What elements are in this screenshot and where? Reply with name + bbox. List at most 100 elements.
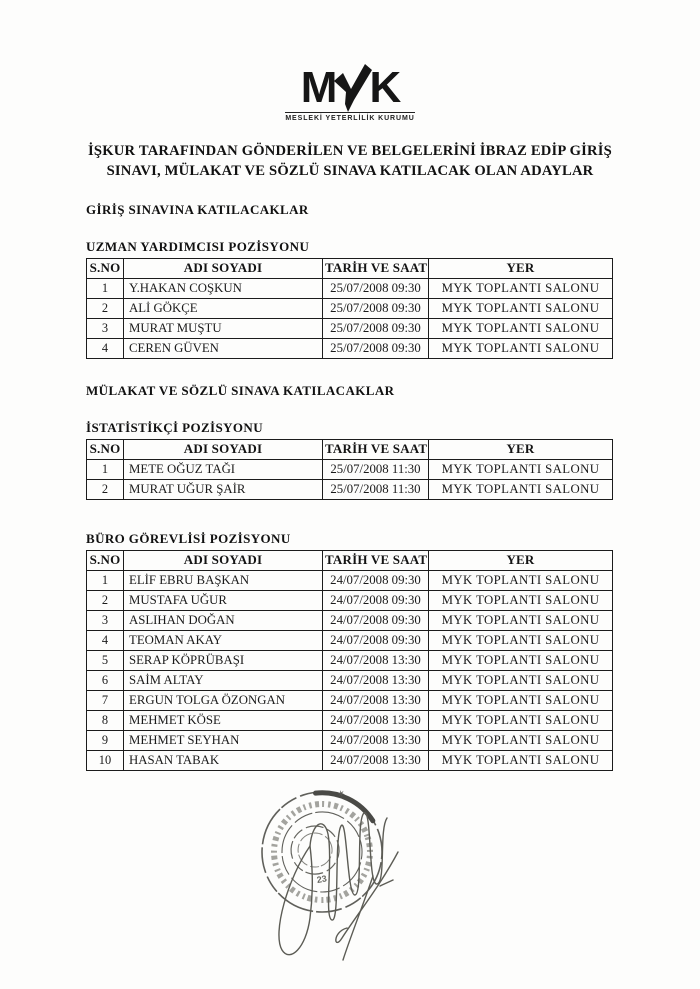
table-cell: 2: [86, 298, 124, 319]
table-cell: 24/07/2008 13:30: [322, 710, 429, 731]
logo-letter-m: M: [300, 62, 338, 112]
checkmark-icon: [334, 64, 373, 112]
table-cell: MYK TOPLANTI SALONU: [428, 730, 613, 751]
table-caption: İSTATİSTİKÇİ POZİSYONU: [86, 420, 264, 435]
table-cell: 24/07/2008 09:30: [322, 610, 429, 631]
table-cell: Y.HAKAN COŞKUN: [123, 278, 323, 299]
table-cell: MYK TOPLANTI SALONU: [428, 298, 613, 319]
candidate-section: GİRİŞ SINAVINA KATILACAKLAR UZMAN YARDIMC…: [86, 202, 613, 359]
table-row: 6 SAİM ALTAY 24/07/2008 13:30 MYK TOPLANTI …: [86, 670, 613, 691]
table-row: 9 MEHMET SEYHAN 24/07/2008 13:30 MYK TOPLAN…: [86, 730, 613, 751]
table-cell: ERGUN TOLGA ÖZONGAN: [123, 690, 323, 711]
position-table-block: UZMAN YARDIMCISI POZİSYONU S.NO ADI SOYADI…: [86, 239, 613, 359]
table-caption: BÜRO GÖREVLİSİ POZİSYONU: [86, 531, 291, 546]
column-header: YER: [428, 550, 613, 571]
sections-container: GİRİŞ SINAVINA KATILACAKLAR UZMAN YARDIMC…: [86, 196, 613, 771]
table-cell: MYK TOPLANTI SALONU: [428, 318, 613, 339]
table-header: S.NO ADI SOYADI TARİH VE SAAT YER: [86, 550, 613, 571]
table-cell: MYK TOPLANTI SALONU: [428, 670, 613, 691]
position-table-block: İSTATİSTİKÇİ POZİSYONU S.NO ADI SOYADI TARİ…: [86, 420, 613, 500]
document-title: İŞKUR TARAFINDAN GÖNDERİLEN VE BELGELERİ…: [40, 141, 660, 181]
table-header-row: S.NO ADI SOYADI TARİH VE SAAT YER: [86, 439, 613, 460]
table-cell: METE OĞUZ TAĞI: [123, 459, 323, 480]
table-cell: MYK TOPLANTI SALONU: [428, 570, 613, 591]
column-header: S.NO: [86, 439, 124, 460]
table-header-row: S.NO ADI SOYADI TARİH VE SAAT YER: [86, 258, 613, 279]
table-cell: 25/07/2008 09:30: [322, 338, 429, 359]
position-table-block: BÜRO GÖREVLİSİ POZİSYONU S.NO ADI SOYADI TA…: [86, 531, 613, 771]
table-row: 4 CEREN GÜVEN 25/07/2008 09:30 MYK TOPLANTI…: [86, 338, 613, 359]
candidates-table: S.NO ADI SOYADI TARİH VE SAAT YER 1 Y.HAKAN C…: [86, 258, 613, 359]
table-caption: UZMAN YARDIMCISI POZİSYONU: [86, 239, 310, 254]
table-cell: MYK TOPLANTI SALONU: [428, 278, 613, 299]
table-row: 3 ASLIHAN DOĞAN 24/07/2008 09:30 MYK TOPLAN…: [86, 610, 613, 631]
table-header: S.NO ADI SOYADI TARİH VE SAAT YER: [86, 439, 613, 460]
candidate-section: MÜLAKAT VE SÖZLÜ SINAVA KATILACAKLAR İSTA…: [86, 383, 613, 771]
table-row: 2 MURAT UĞUR ŞAİR 25/07/2008 11:30 MYK TOPL…: [86, 479, 613, 500]
table-cell: 4: [86, 338, 124, 359]
table-cell: 24/07/2008 13:30: [322, 670, 429, 691]
table-cell: 1: [86, 459, 124, 480]
table-cell: MYK TOPLANTI SALONU: [428, 590, 613, 611]
table-cell: MURAT UĞUR ŞAİR: [123, 479, 323, 500]
logo-caption: MESLEKİ YETERLİLİK KURUMU: [285, 111, 415, 122]
document-title-line1: İŞKUR TARAFINDAN GÖNDERİLEN VE BELGELERİ…: [88, 143, 612, 159]
column-header: YER: [428, 439, 613, 460]
table-row: 2 ALİ GÖKÇE 25/07/2008 09:30 MYK TOPLANTI S…: [86, 298, 613, 319]
candidates-table: S.NO ADI SOYADI TARİH VE SAAT YER 1 ELİF EBRU…: [86, 550, 613, 771]
table-cell: 2: [86, 590, 124, 611]
table-body: 1 METE OĞUZ TAĞI 25/07/2008 11:30 MYK TOPLA…: [86, 459, 613, 500]
table-cell: 10: [86, 750, 124, 771]
myk-logo-letters: M K: [300, 62, 401, 112]
column-header: TARİH VE SAAT: [322, 258, 429, 279]
table-body: 1 ELİF EBRU BAŞKAN 24/07/2008 09:30 MYK TOP…: [86, 570, 613, 771]
table-cell: 2: [86, 479, 124, 500]
table-cell: 25/07/2008 09:30: [322, 318, 429, 339]
table-row: 3 MURAT MUŞTU 25/07/2008 09:30 MYK TOPLANTI…: [86, 318, 613, 339]
table-cell: SERAP KÖPRÜBAŞI: [123, 650, 323, 671]
table-cell: 1: [86, 278, 124, 299]
table-cell: SAİM ALTAY: [123, 670, 323, 691]
table-cell: 24/07/2008 13:30: [322, 750, 429, 771]
round-stamp-icon: ✶ 23: [261, 788, 383, 913]
section-heading: MÜLAKAT VE SÖZLÜ SINAVA KATILACAKLAR: [86, 383, 395, 398]
table-cell: MUSTAFA UĞUR: [123, 590, 323, 611]
table-header: S.NO ADI SOYADI TARİH VE SAAT YER: [86, 258, 613, 279]
table-cell: MYK TOPLANTI SALONU: [428, 750, 613, 771]
table-cell: MYK TOPLANTI SALONU: [428, 630, 613, 651]
table-cell: 25/07/2008 09:30: [322, 278, 429, 299]
table-cell: TEOMAN AKAY: [123, 630, 323, 651]
table-cell: 1: [86, 570, 124, 591]
table-cell: 5: [86, 650, 124, 671]
table-cell: 24/07/2008 13:30: [322, 690, 429, 711]
table-row: 2 MUSTAFA UĞUR 24/07/2008 09:30 MYK TOPLANT…: [86, 590, 613, 611]
column-header: TARİH VE SAAT: [322, 439, 429, 460]
column-header: YER: [428, 258, 613, 279]
column-header: TARİH VE SAAT: [322, 550, 429, 571]
column-header: ADI SOYADI: [123, 439, 323, 460]
table-row: 1 Y.HAKAN COŞKUN 25/07/2008 09:30 MYK TOPLA…: [86, 278, 613, 299]
stamp-and-signature: ✶ 23: [261, 788, 399, 961]
column-header: ADI SOYADI: [123, 258, 323, 279]
table-cell: 24/07/2008 09:30: [322, 570, 429, 591]
table-cell: 24/07/2008 13:30: [322, 730, 429, 751]
table-row: 5 SERAP KÖPRÜBAŞI 24/07/2008 13:30 MYK TOPL…: [86, 650, 613, 671]
table-cell: MURAT MUŞTU: [123, 318, 323, 339]
table-cell: 4: [86, 630, 124, 651]
myk-logo: M K MESLEKİ YETERLİLİK KURUMU: [0, 62, 700, 125]
column-header: S.NO: [86, 258, 124, 279]
table-cell: 7: [86, 690, 124, 711]
table-cell: 3: [86, 318, 124, 339]
table-row: 4 TEOMAN AKAY 24/07/2008 09:30 MYK TOPLANTI…: [86, 630, 613, 651]
table-cell: 25/07/2008 11:30: [322, 479, 429, 500]
table-cell: MEHMET KÖSE: [123, 710, 323, 731]
table-cell: 24/07/2008 09:30: [322, 590, 429, 611]
table-cell: ELİF EBRU BAŞKAN: [123, 570, 323, 591]
section-heading: GİRİŞ SINAVINA KATILACAKLAR: [86, 202, 309, 217]
table-cell: 24/07/2008 13:30: [322, 650, 429, 671]
table-body: 1 Y.HAKAN COŞKUN 25/07/2008 09:30 MYK TOPLA…: [86, 278, 613, 359]
table-cell: 6: [86, 670, 124, 691]
table-row: 1 METE OĞUZ TAĞI 25/07/2008 11:30 MYK TOPLA…: [86, 459, 613, 480]
table-cell: 24/07/2008 09:30: [322, 630, 429, 651]
